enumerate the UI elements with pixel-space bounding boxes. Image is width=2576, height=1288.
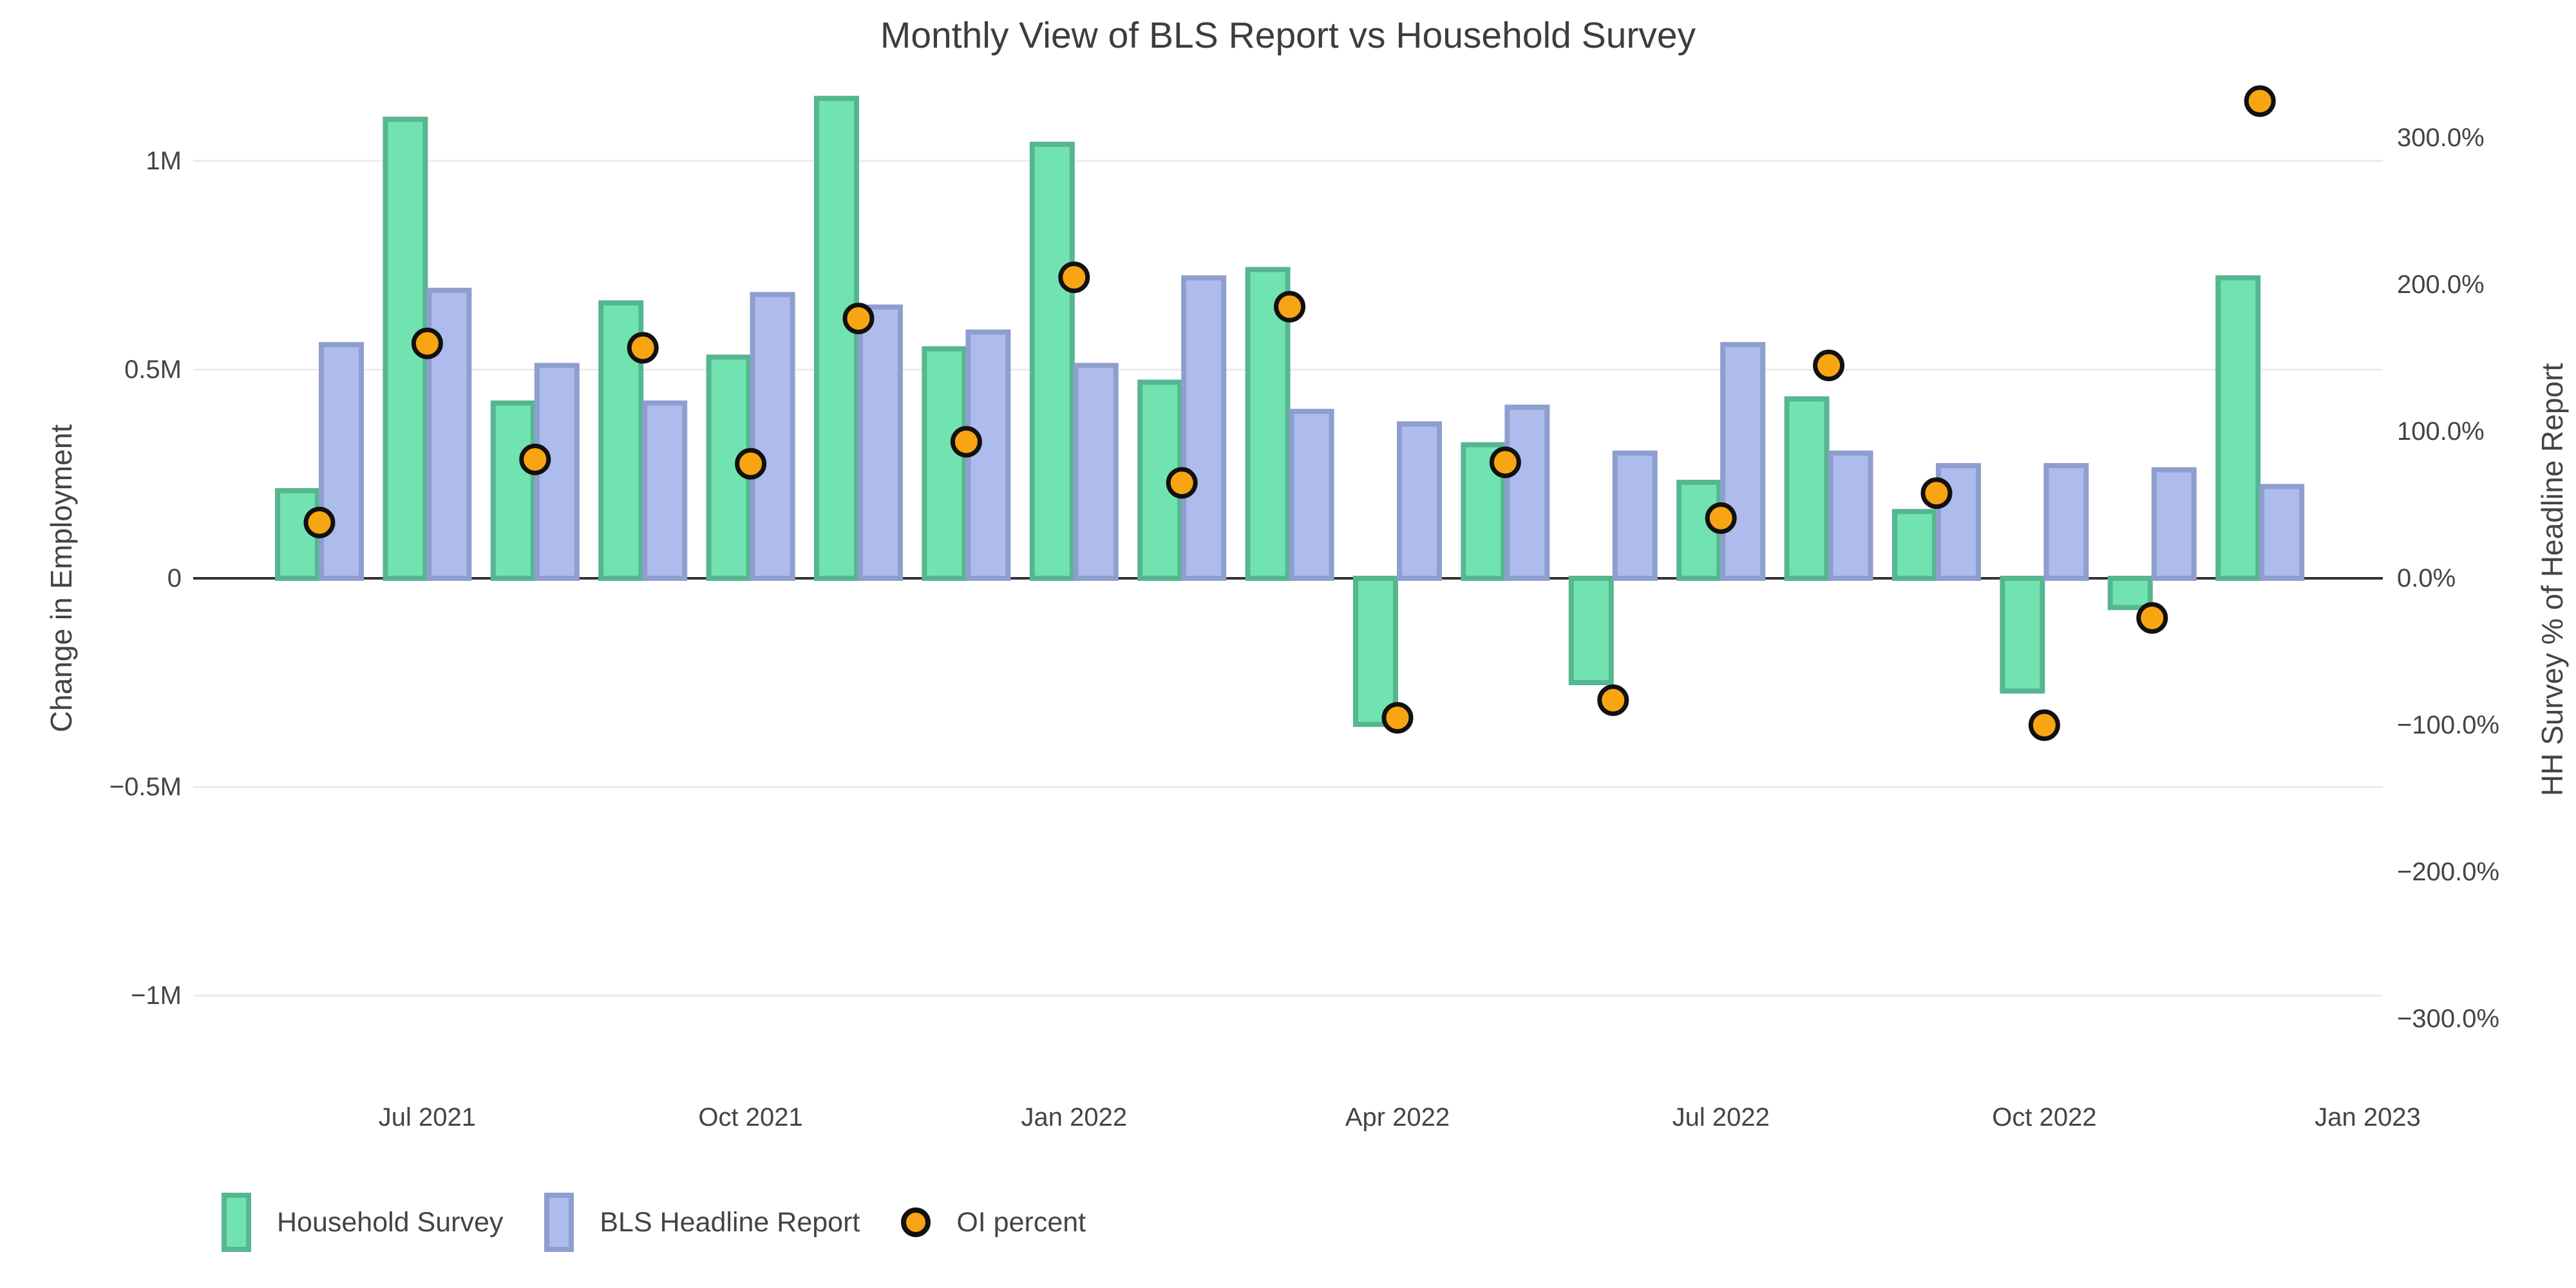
bar-household-survey [1245, 267, 1291, 581]
legend-item-bls-headline-report[interactable]: BLS Headline Report [544, 1193, 860, 1252]
y2-axis-tick: 100.0% [2397, 417, 2485, 446]
oi-percent-marker [1274, 290, 1306, 323]
oi-percent-marker [1920, 477, 1953, 509]
bar-bls-headline-report [2043, 463, 2089, 581]
bar-bls-headline-report [1504, 404, 1550, 581]
oi-percent-marker [1166, 467, 1198, 499]
bar-bls-headline-report [1936, 463, 1981, 581]
legend: Household Survey BLS Headline Report OI … [222, 1187, 1086, 1258]
oi-percent-marker [1058, 261, 1090, 294]
oi-percent-marker [627, 332, 659, 364]
bar-household-survey [2215, 275, 2261, 581]
bar-household-survey [2000, 576, 2045, 694]
y-axis-tick: 0.5M [124, 355, 182, 384]
bar-bls-headline-report [1828, 450, 1873, 581]
bar-bls-headline-report [1181, 275, 1227, 581]
y2-axis-tick: 300.0% [2397, 124, 2485, 152]
bar-bls-headline-report [858, 304, 903, 581]
bar-household-survey [1029, 142, 1075, 581]
x-axis-tick: Jan 2023 [2315, 1103, 2421, 1132]
bar-household-survey [1568, 576, 1614, 685]
bar-household-survey [1353, 576, 1398, 727]
y2-axis-tick: −300.0% [2397, 1005, 2499, 1033]
bar-household-survey [814, 95, 859, 582]
oi-percent-marker [519, 443, 551, 475]
bar-bls-headline-report [319, 342, 364, 581]
x-axis-tick: Oct 2021 [698, 1103, 802, 1132]
oi-percent-marker [2028, 709, 2060, 741]
y-axis-tick: −0.5M [109, 773, 182, 801]
x-axis-tick: Jul 2021 [379, 1103, 476, 1132]
oi-percent-marker [1597, 684, 1629, 716]
bls-headline-report-swatch [544, 1193, 574, 1252]
legend-label: Household Survey [277, 1206, 504, 1238]
oi-percent-marker [2244, 85, 2276, 117]
bar-bls-headline-report [2259, 484, 2305, 581]
household-survey-swatch [222, 1193, 251, 1252]
oi-percent-marker [1813, 349, 1845, 381]
y2-axis-tick: −100.0% [2397, 711, 2499, 739]
x-axis-tick: Jul 2022 [1672, 1103, 1770, 1132]
x-axis-tick: Jan 2022 [1021, 1103, 1128, 1132]
oi-percent-marker [735, 448, 767, 480]
bar-bls-headline-report [1612, 450, 1658, 581]
page-title: Monthly View of BLS Report vs Household … [880, 15, 1696, 56]
oi-percent-marker [2136, 602, 2168, 634]
y-axis-tick: 0 [167, 564, 182, 592]
oi-percent-marker [950, 426, 982, 458]
legend-label: OI percent [956, 1206, 1086, 1238]
bar-bls-headline-report [642, 400, 688, 582]
bar-bls-headline-report [2151, 467, 2197, 582]
oi-percent-marker [303, 506, 336, 538]
bar-household-survey [1892, 509, 1937, 582]
oi-percent-marker [1705, 502, 1737, 535]
y2-axis-tick: −200.0% [2397, 858, 2499, 886]
bar-bls-headline-report [1073, 363, 1119, 582]
bar-household-survey [275, 488, 320, 581]
x-axis-tick: Oct 2022 [1992, 1103, 2096, 1132]
bar-bls-headline-report [750, 292, 795, 581]
bar-bls-headline-report [1720, 342, 1766, 581]
oi-percent-marker [842, 302, 875, 334]
bar-household-survey [2107, 576, 2153, 611]
bar-bls-headline-report [1397, 421, 1442, 581]
y2-axis-tick: 200.0% [2397, 270, 2485, 299]
oi-percent-marker [411, 327, 443, 359]
oi-percent-swatch [901, 1208, 931, 1237]
x-axis-tick: Apr 2022 [1345, 1103, 1450, 1132]
y-axis-tick: 1M [146, 147, 182, 175]
bar-household-survey [922, 346, 967, 581]
y2-axis-tick: 0.0% [2397, 564, 2456, 592]
y-axis-tick: −1M [131, 981, 182, 1010]
oi-percent-marker [1381, 702, 1414, 734]
legend-label: BLS Headline Report [600, 1206, 860, 1238]
bar-household-survey [1784, 396, 1830, 581]
bar-household-survey [490, 400, 536, 582]
legend-item-oi-percent[interactable]: OI percent [901, 1207, 1086, 1238]
legend-item-household-survey[interactable]: Household Survey [222, 1193, 503, 1252]
bar-bls-headline-report [1289, 408, 1334, 581]
oi-percent-marker [1489, 446, 1521, 478]
